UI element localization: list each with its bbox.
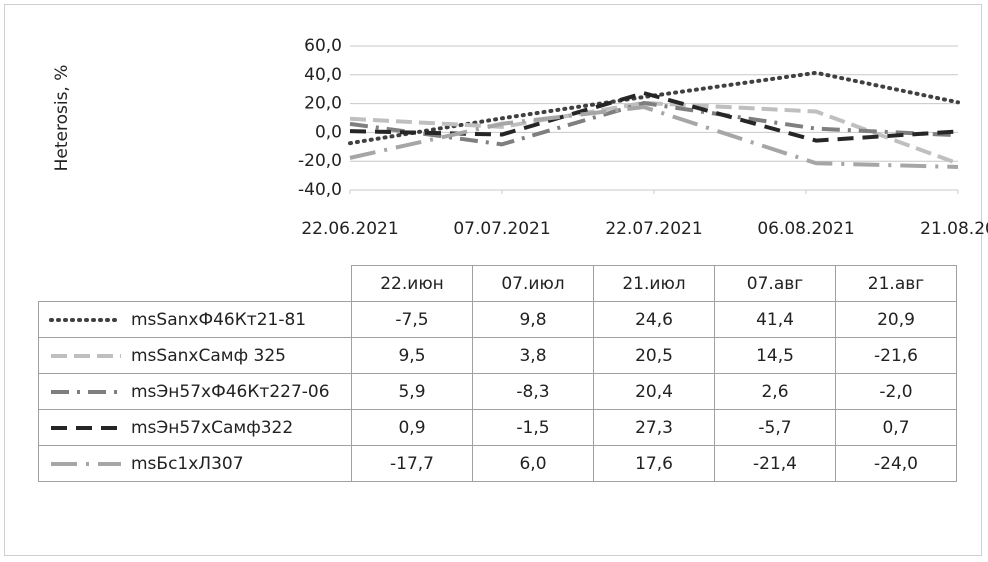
x-tick-label: 22.07.2021 [605,219,702,239]
series-line [349,91,959,143]
frame [4,4,982,556]
value-cell: 14,5 [714,337,836,374]
value-cell: 41,4 [714,301,836,338]
legend-cell: msЭн57хФ46Кт227-06 [38,373,352,410]
y-axis-label: Heterosis, % [52,65,72,172]
legend-swatch [51,353,121,358]
series-line [349,105,959,169]
y-tick-label: 60,0 [304,36,342,56]
chart: Heterosis, % 60,0 40,0 20,0 0,0 -20,0 -40,0 22… [52,36,988,239]
legend-label: msЭн57хФ46Кт227-06 [131,381,330,402]
value-cell: 20,4 [593,373,715,410]
value-cell: -2,0 [835,373,957,410]
value-cell: 9,5 [351,337,473,374]
value-cell: -17,7 [351,445,473,482]
legend-label: msБс1хЛ307 [131,453,244,474]
legend-swatch [51,389,121,394]
data-row: msЭн57хФ46Кт227-06 5,9 -8,3 20,4 2,6 -2,0 [38,373,957,410]
value-cell: 5,9 [351,373,473,410]
value-cell: 27,3 [593,409,715,446]
legend-label: msSanxФ46Кт21-81 [131,309,307,330]
legend-label: msSanxСамф 325 [131,345,286,366]
legend-cell: msБс1хЛ307 [38,445,352,482]
value-cell: -8,3 [472,373,594,410]
header-row: 22.июн 07.июл 21.июл 07.авг 21.авг [39,265,957,302]
value-cell: -21,4 [714,445,836,482]
y-tick-label: -40,0 [298,180,342,200]
column-header: 07.июл [472,265,594,302]
empty-cell [39,266,352,302]
value-cell: 0,9 [351,409,473,446]
series-line [348,70,960,146]
legend-cell: msЭн57хСамф322 [38,409,352,446]
value-cell: 9,8 [472,301,594,338]
data-row: msБс1хЛ307 -17,7 6,0 17,6 -21,4 -24,0 [38,445,957,482]
data-row: msЭн57хСамф322 0,9 -1,5 27,3 -5,7 0,7 [38,409,957,446]
x-tick-label: 07.07.2021 [453,219,550,239]
value-cell: 20,5 [593,337,715,374]
legend-swatch [51,425,121,430]
value-cell: 24,6 [593,301,715,338]
data-table: 22.июн 07.июл 21.июл 07.авг 21.авг msSanxФ46К… [38,265,957,482]
y-tick-label: 20,0 [304,94,342,114]
series-line [349,101,959,147]
value-cell: 3,8 [472,337,594,374]
value-cell: 17,6 [593,445,715,482]
x-tick-label: 22.06.2021 [301,219,398,239]
value-cell: 2,6 [714,373,836,410]
column-header: 22.июн [351,265,473,302]
value-cell: -7,5 [351,301,473,338]
data-row: msSanxФ46Кт21-81 -7,5 9,8 24,6 41,4 20,9 [38,301,957,338]
column-header: 07.авг [714,265,836,302]
value-cell: 6,0 [472,445,594,482]
value-cell: -5,7 [714,409,836,446]
column-header: 21.июл [593,265,715,302]
value-cell: 0,7 [835,409,957,446]
legend-label: msЭн57хСамф322 [131,417,294,438]
value-cell: -21,6 [835,337,957,374]
legend-cell: msSanxСамф 325 [38,337,352,374]
value-cell: -1,5 [472,409,594,446]
column-header: 21.авг [835,265,957,302]
series-line [349,100,959,166]
legend-swatch [49,317,123,322]
y-tick-label: 40,0 [304,65,342,85]
x-tick-label: 06.08.2021 [757,219,854,239]
y-tick-label: 0,0 [315,122,342,142]
value-cell: 20,9 [835,301,957,338]
value-cell: -24,0 [835,445,957,482]
legend-swatch [51,461,121,466]
y-tick-label: -20,0 [298,151,342,171]
data-row: msSanxСамф 325 9,5 3,8 20,5 14,5 -21,6 [38,337,957,374]
legend-cell: msSanxФ46Кт21-81 [38,301,352,338]
x-tick-label: 21.08.20 [920,219,988,239]
